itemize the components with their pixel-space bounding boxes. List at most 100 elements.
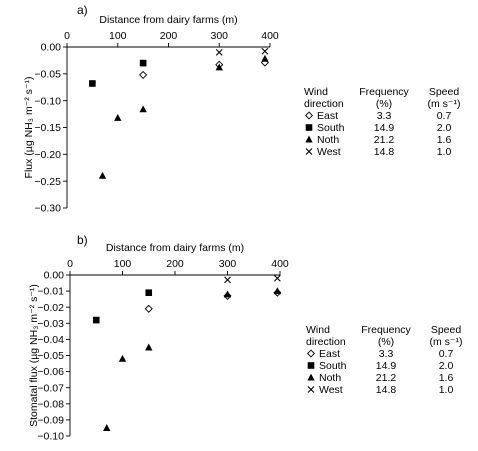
y-tick-label: −0.01 <box>37 286 64 298</box>
legend-speed-value: 0.7 <box>439 348 454 360</box>
legend-speed-value: 1.6 <box>439 372 454 384</box>
x-tick-label: 400 <box>261 30 279 42</box>
data-point <box>215 63 223 71</box>
legend-marker <box>307 386 315 393</box>
y-tick-label: −0.02 <box>37 302 64 314</box>
y-tick-label: −0.10 <box>34 95 61 107</box>
y-tick-label: −0.05 <box>34 68 61 80</box>
data-point <box>215 48 223 56</box>
legend-marker <box>304 111 314 120</box>
legend-speed-value: 2.0 <box>437 122 452 134</box>
y-tick-label: −0.03 <box>37 318 64 330</box>
legend-header-wind: direction <box>304 98 344 110</box>
data-point <box>261 47 269 55</box>
x-tick-label: 300 <box>210 30 228 42</box>
legend-frequency-value: 3.3 <box>377 110 392 122</box>
x-tick-label: 400 <box>271 258 289 270</box>
y-tick-label: −0.07 <box>37 382 64 394</box>
legend-header-wind: Wind <box>306 324 330 336</box>
legend-frequency-value: 21.2 <box>376 372 397 384</box>
x-axis-title: Distance from dairy farms (m) <box>99 14 237 26</box>
legend-speed-value: 2.0 <box>439 360 454 372</box>
legend-header-frequency: Frequency <box>359 86 409 98</box>
data-point <box>145 343 153 351</box>
legend-marker <box>305 135 313 143</box>
panel-label: a) <box>77 3 88 17</box>
data-point <box>224 276 231 284</box>
x-tick-label: 0 <box>67 258 73 270</box>
legend-frequency-value: 14.9 <box>376 360 397 372</box>
series-west <box>224 274 281 284</box>
legend-series-name: West <box>319 384 343 396</box>
y-tick-label: −0.15 <box>34 122 61 134</box>
data-point <box>139 105 147 113</box>
data-point <box>139 59 147 67</box>
y-tick-label: −0.25 <box>34 176 61 188</box>
legend-header-wind: direction <box>306 336 346 348</box>
data-point <box>145 289 153 297</box>
series-east <box>139 58 269 79</box>
series-west <box>215 47 269 56</box>
legend-frequency-value: 14.9 <box>374 122 395 134</box>
legend-series-name: East <box>319 348 340 360</box>
x-tick-label: 200 <box>160 30 178 42</box>
legend-marker <box>305 148 313 155</box>
y-axis-title: Flux (µg NH₃ m⁻² s⁻¹) <box>23 77 35 179</box>
data-point <box>139 70 148 79</box>
data-point <box>273 287 282 295</box>
legend-marker <box>306 349 316 358</box>
chart-panel: b) Distance from dairy farms (m) 0 100 200 30… <box>28 233 462 443</box>
legend-header-speed: Speed <box>431 324 462 336</box>
y-tick-label: −0.30 <box>34 203 61 215</box>
y-tick-label: −0.04 <box>37 334 64 346</box>
x-tick-label: 0 <box>64 30 70 42</box>
data-point <box>92 316 100 324</box>
panel-label: b) <box>77 233 88 247</box>
y-tick-label: −0.05 <box>37 350 64 362</box>
x-tick-label: 200 <box>166 258 184 270</box>
y-tick-label: −0.20 <box>34 149 61 161</box>
legend-frequency-value: 3.3 <box>379 348 394 360</box>
legend-header-frequency: (%) <box>378 336 394 348</box>
legend-series-name: East <box>317 110 338 122</box>
data-point <box>223 290 232 298</box>
y-axis-title: Stomatal flux (µg NH₃ m⁻² s⁻¹) <box>28 284 40 427</box>
legend-series-name: Noth <box>317 134 339 146</box>
legend-marker <box>307 373 315 381</box>
y-tick-label: −0.09 <box>37 415 64 427</box>
legend-header-frequency: (%) <box>376 98 392 110</box>
data-point <box>261 54 269 62</box>
data-point <box>103 424 111 431</box>
legend-header-wind: Wind <box>304 86 328 98</box>
y-tick-label: −0.10 <box>37 431 64 443</box>
data-point <box>89 80 96 87</box>
x-tick-label: 100 <box>109 30 127 42</box>
series-south <box>92 289 153 324</box>
legend-series-name: West <box>317 146 341 158</box>
y-tick-label: 0.00 <box>44 270 65 282</box>
series-noth <box>103 287 282 431</box>
legend-header-speed: (m s⁻¹) <box>428 98 461 110</box>
legend-frequency-value: 14.8 <box>376 384 397 396</box>
series-east <box>144 288 282 313</box>
legend-marker <box>307 362 315 369</box>
y-tick-label: −0.08 <box>37 398 64 410</box>
legend-speed-value: 0.7 <box>437 110 452 122</box>
chart-panel: a) Distance from dairy farms (m) 0 100 200 30… <box>23 3 460 215</box>
series-noth <box>98 54 269 179</box>
data-point <box>144 304 153 313</box>
legend-header-speed: Speed <box>429 86 460 98</box>
data-point <box>98 171 107 179</box>
legend-header-frequency: Frequency <box>361 324 411 336</box>
legend-series-name: South <box>319 360 347 372</box>
legend-speed-value: 1.0 <box>439 384 454 396</box>
x-axis-title: Distance from dairy farms (m) <box>106 242 244 254</box>
legend-speed-value: 1.0 <box>437 146 452 158</box>
series-south <box>89 59 147 87</box>
legend-marker <box>305 124 313 131</box>
legend-series-name: Noth <box>319 372 341 384</box>
legend-frequency-value: 21.2 <box>374 134 395 146</box>
